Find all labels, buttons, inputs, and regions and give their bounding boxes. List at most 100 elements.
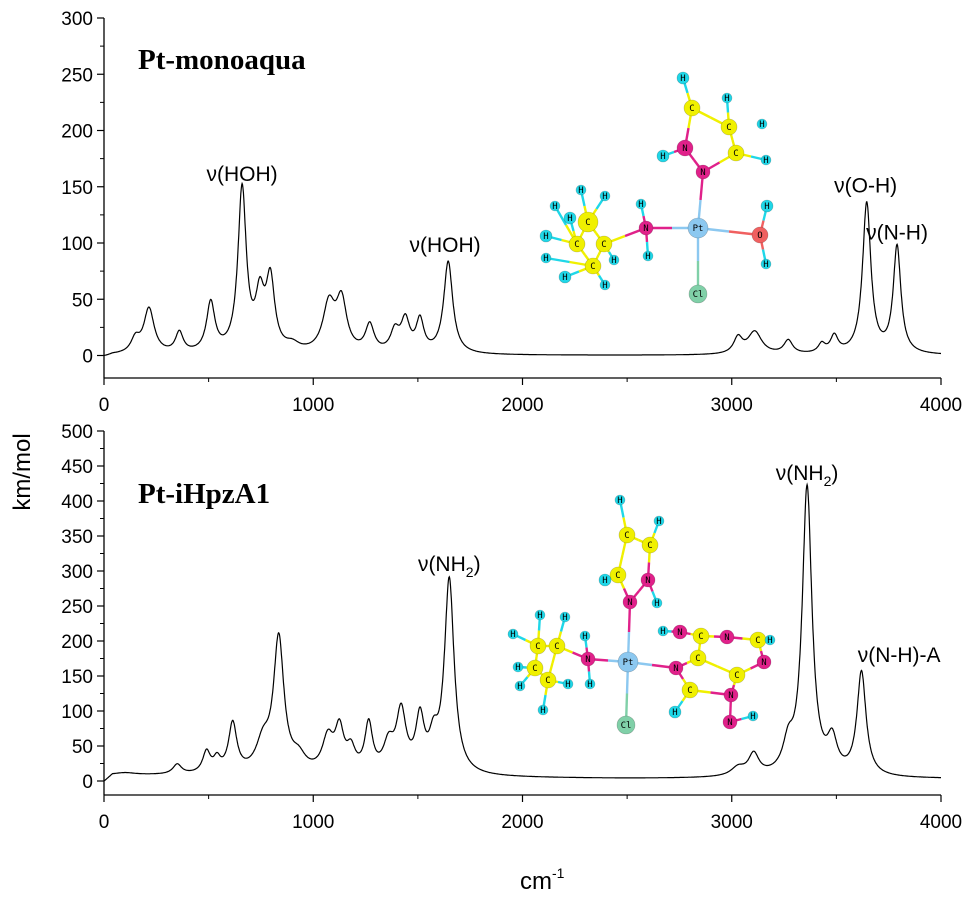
x-tick-label: 3000	[711, 395, 753, 416]
atom-h	[507, 628, 519, 640]
atom-h	[514, 680, 526, 692]
x-tick-label: 2000	[501, 395, 543, 416]
atom-label: H	[515, 663, 520, 673]
y-tick-label: 350	[61, 527, 93, 548]
atom-c	[720, 118, 738, 136]
atom-n	[672, 624, 688, 640]
y-tick-label: 0	[82, 347, 93, 368]
atom-label: H	[587, 680, 592, 690]
spectrum-line-pt-monoaqua	[103, 181, 941, 357]
atom-label: H	[654, 599, 659, 609]
atom-cl	[616, 715, 636, 735]
atom-label: N	[761, 658, 766, 668]
atom-label: H	[645, 252, 650, 262]
atom-h	[635, 198, 647, 210]
x-tick-label: 0	[99, 812, 110, 833]
atom-h	[760, 258, 772, 270]
y-tick-label: 250	[61, 597, 93, 618]
atom-c	[577, 211, 599, 233]
atom-label: H	[763, 156, 768, 166]
atom-h	[760, 199, 774, 213]
atom-label: H	[517, 682, 522, 692]
atom-h	[563, 211, 577, 225]
x-tick-label: 0	[99, 395, 110, 416]
atom-label: C	[698, 632, 703, 642]
atom-label: C	[689, 104, 694, 114]
atom-c	[584, 257, 602, 275]
x-tick-label: 1000	[292, 395, 334, 416]
y-tick-label: 300	[61, 9, 93, 30]
panel-title: Pt-monoaqua	[138, 44, 306, 76]
spectrum-line-pt-ihpza1	[103, 482, 941, 782]
atom-label: N	[677, 628, 682, 638]
y-tick-label: 500	[61, 422, 93, 443]
y-tick-label: 50	[72, 290, 93, 311]
atom-label: N	[700, 168, 705, 178]
atom-label: H	[510, 630, 515, 640]
y-tick-label: 200	[61, 632, 93, 653]
atom-label: H	[540, 706, 545, 716]
atom-label: N	[627, 598, 632, 608]
atom-c	[727, 144, 745, 162]
atom-label: H	[763, 260, 768, 270]
atom-h	[653, 515, 665, 527]
atom-c	[568, 235, 586, 253]
y-tick-label: 400	[61, 492, 93, 513]
atom-cl	[688, 284, 708, 304]
peak-annotation: ν(HOH)	[409, 234, 480, 257]
atom-label: C	[733, 149, 738, 159]
atom-label: H	[602, 281, 607, 291]
atom-c	[683, 99, 701, 117]
atom-c	[728, 666, 746, 684]
atom-c	[539, 671, 557, 689]
atom-label: H	[672, 708, 677, 718]
x-tick-label: 2000	[501, 812, 543, 833]
y-tick-label: 150	[61, 667, 93, 688]
atom-h	[764, 634, 776, 646]
atom-label: H	[638, 200, 643, 210]
atom-h	[599, 190, 611, 202]
atom-label: H	[552, 202, 557, 212]
atom-n	[622, 594, 638, 610]
axes-pt-ihpza1: 0 50 100 150 200 250 300 350 400 450 500 0 1000 2000 3…	[61, 422, 962, 833]
atom-h	[579, 630, 591, 642]
atom-label: C	[601, 240, 606, 250]
atom-h	[656, 149, 670, 163]
x-tick-label: 4000	[920, 395, 962, 416]
x-axis-label: cm-1	[520, 865, 565, 895]
atom-label: Cl	[693, 290, 704, 300]
atom-label: C	[545, 676, 550, 686]
panel-title: Pt-iHpzA1	[138, 478, 270, 510]
atom-label: H	[759, 120, 764, 130]
y-tick-label: 250	[61, 65, 93, 86]
atom-h	[668, 705, 682, 719]
x-tick-label: 3000	[711, 812, 753, 833]
atom-label: H	[617, 496, 622, 506]
atom-label: H	[660, 627, 665, 637]
atom-c	[641, 536, 659, 554]
atom-label: H	[562, 273, 567, 283]
atom-c	[526, 659, 544, 677]
peak-annotation: ν(O-H)	[834, 174, 897, 197]
atom-label: C	[726, 123, 731, 133]
y-tick-label: 150	[61, 178, 93, 199]
atom-c	[689, 649, 707, 667]
atom-h	[558, 270, 572, 284]
atom-h	[599, 279, 611, 291]
atom-h	[747, 710, 759, 722]
atom-label: N	[682, 144, 687, 154]
atom-label: N	[585, 655, 590, 665]
atom-c	[595, 235, 613, 253]
x-axis-label-base: cm	[520, 868, 552, 895]
atom-h	[642, 250, 654, 262]
annotations-pt-ihpza1: ν(NH2) ν(NH2) ν(N-H)-A	[418, 462, 941, 667]
atom-c	[681, 681, 699, 699]
atom-label: H	[656, 517, 661, 527]
atom-n	[640, 572, 656, 588]
atom-n	[723, 687, 739, 703]
